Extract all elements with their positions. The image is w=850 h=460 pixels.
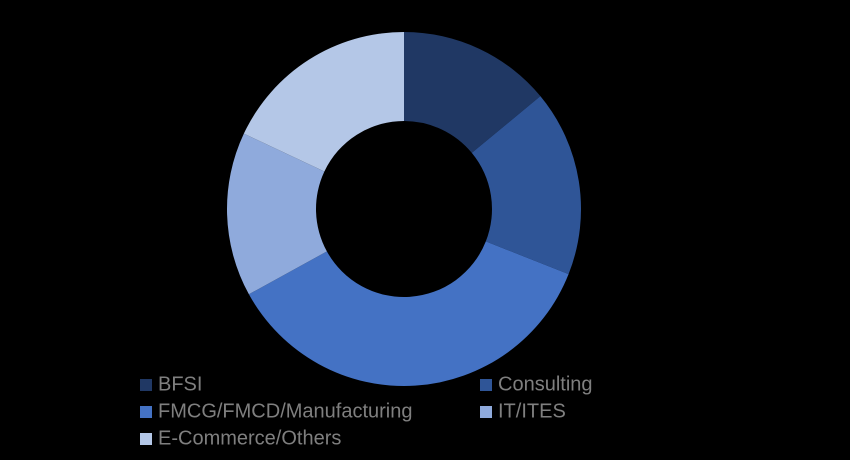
legend-swatch bbox=[140, 379, 152, 391]
legend-swatch bbox=[480, 379, 492, 391]
donut-slice bbox=[471, 96, 581, 275]
legend-label: Consulting bbox=[498, 373, 593, 395]
donut-slice bbox=[248, 241, 569, 386]
legend-label: BFSI bbox=[158, 373, 202, 395]
donut-slice bbox=[243, 31, 404, 172]
legend-label: E-Commerce/Others bbox=[158, 427, 341, 449]
legend-swatch bbox=[140, 433, 152, 445]
donut-slice bbox=[227, 133, 327, 295]
donut-slice bbox=[404, 32, 541, 153]
legend-swatch bbox=[480, 406, 492, 418]
legend-label: FMCG/FMCD/Manufacturing bbox=[158, 400, 413, 422]
legend-swatch bbox=[140, 406, 152, 418]
legend-label: IT/ITES bbox=[498, 400, 566, 422]
